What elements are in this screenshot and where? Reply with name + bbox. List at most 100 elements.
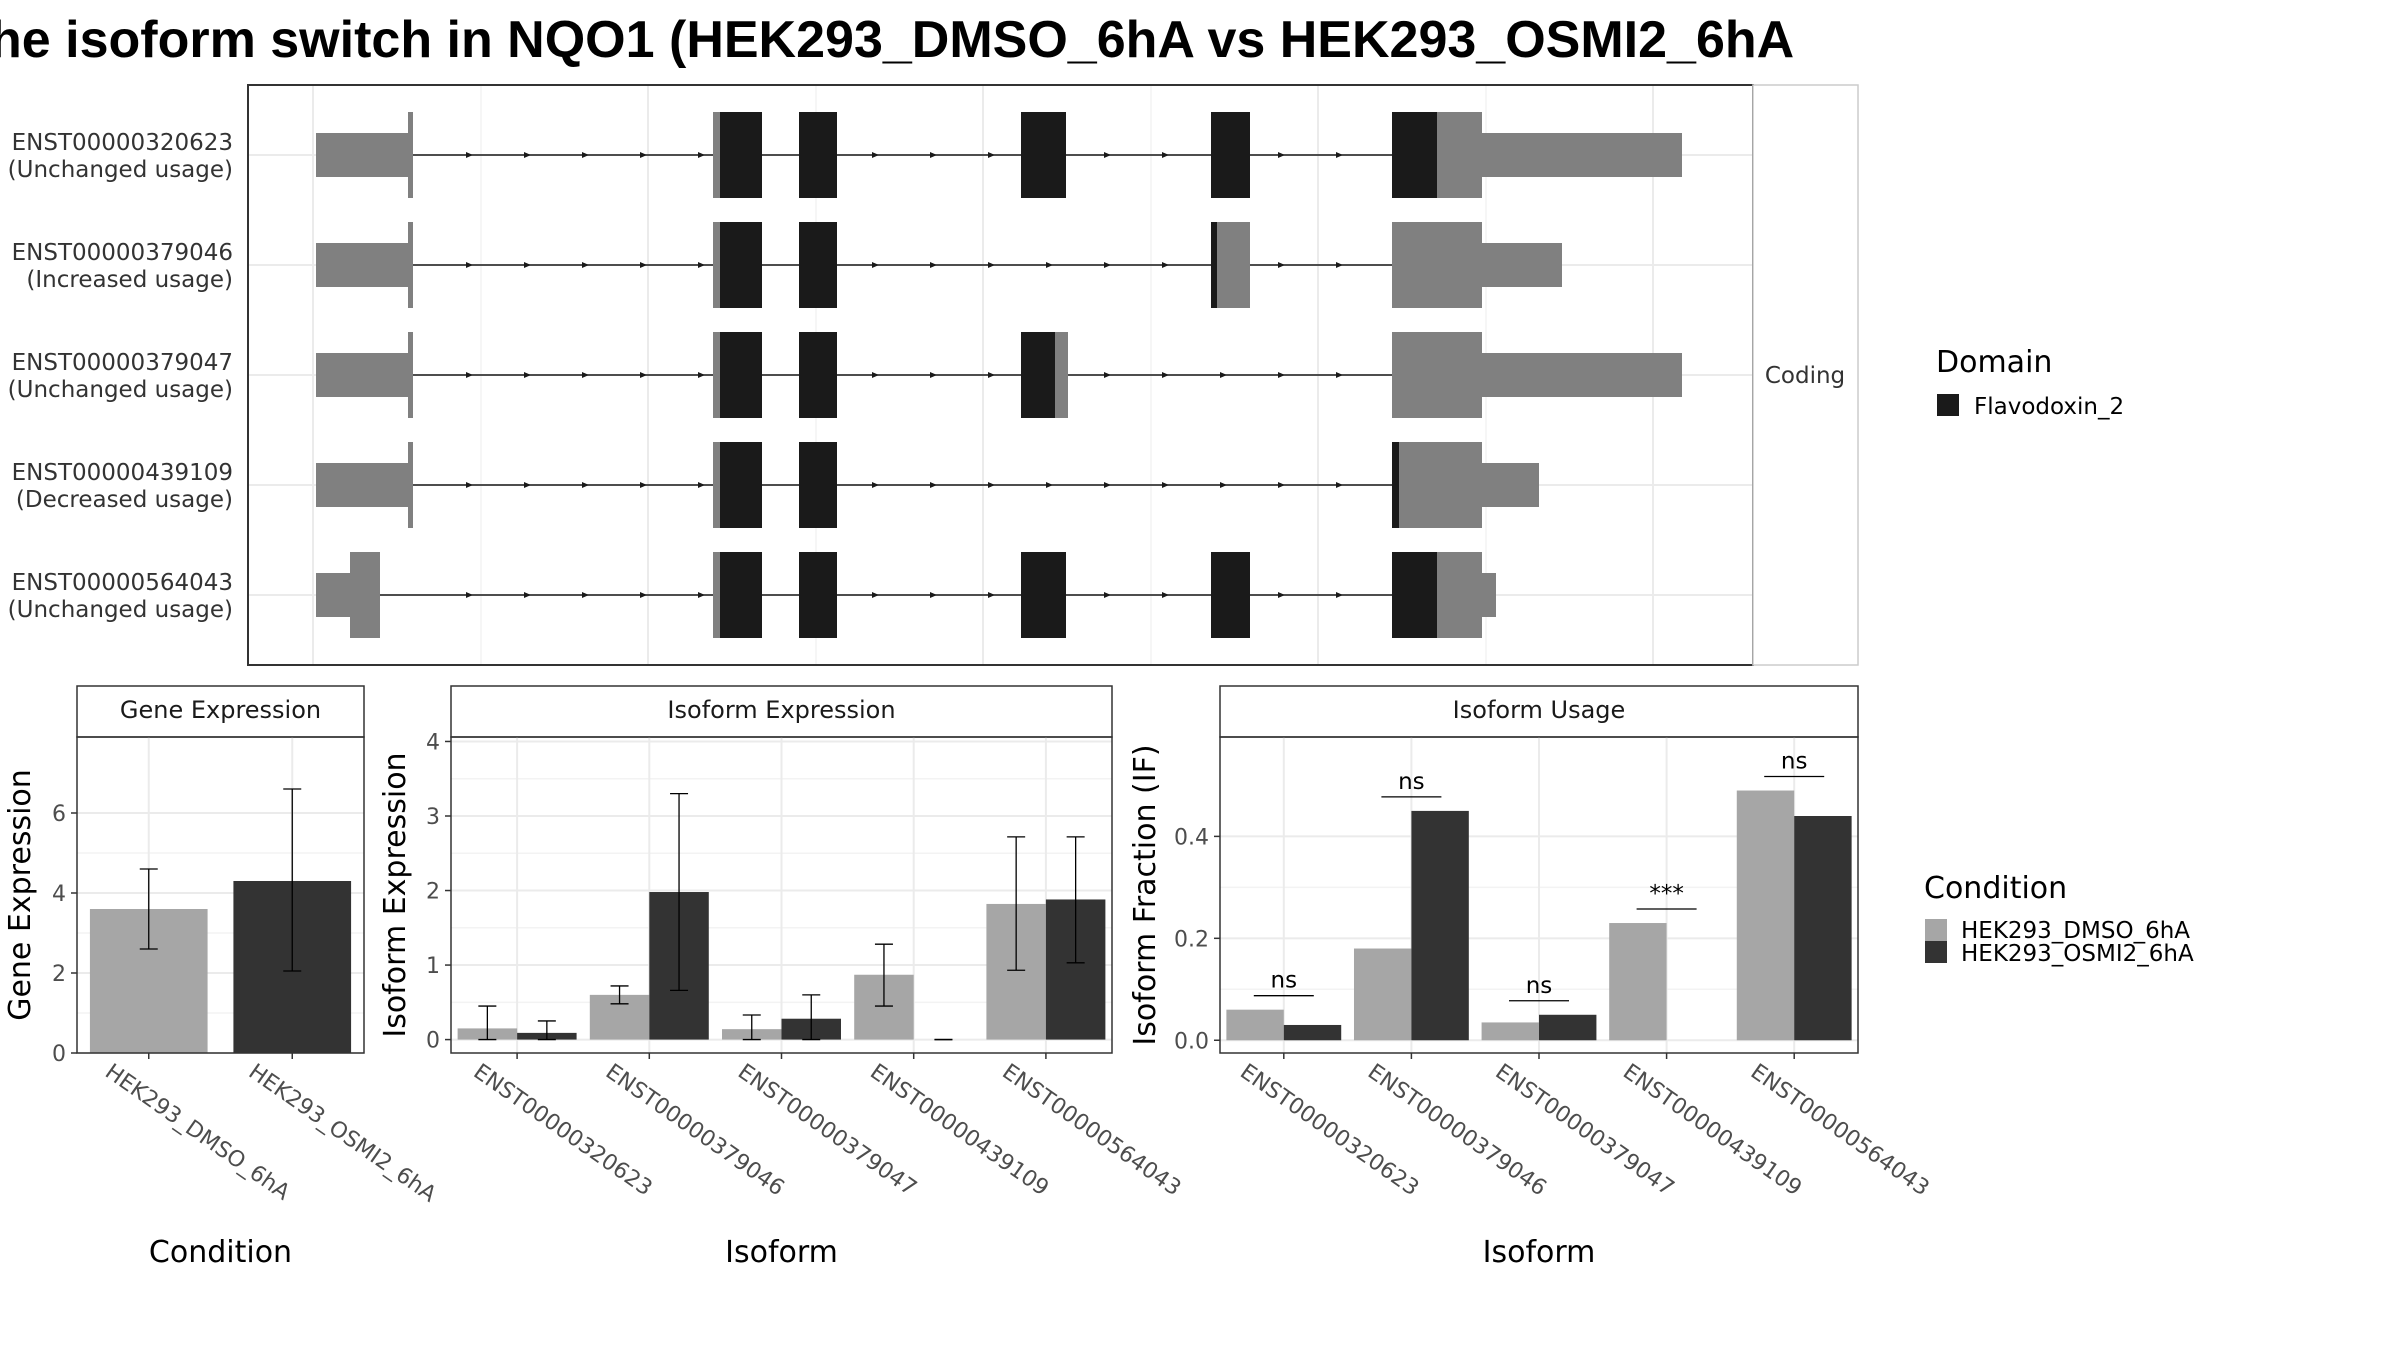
coding-exon [1392, 332, 1482, 418]
intron-direction-arrow [1278, 262, 1285, 268]
track-usage-label: (Unchanged usage) [8, 597, 233, 623]
intron-direction-arrow [1162, 152, 1169, 158]
intron-direction-arrow [582, 262, 589, 268]
intron-direction-arrow [1278, 482, 1285, 488]
intron-direction-arrow [1278, 152, 1285, 158]
intron-direction-arrow [466, 372, 473, 378]
utr-exon [1482, 463, 1539, 507]
isoform-usage-panel: Isoform Usagensnsns***ns0.00.20.4ENST000… [1128, 685, 1934, 1270]
coding-facet-strip [1752, 84, 1859, 666]
intron-direction-arrow [1104, 152, 1111, 158]
condition-legend-title: Condition [1924, 871, 2067, 906]
figure-title: he isoform switch in NQO1 (HEK293_DMSO_6… [0, 11, 1794, 69]
intron-direction-arrow [1278, 592, 1285, 598]
intron-direction-arrow [872, 262, 879, 268]
condition-legend-key-osmi2 [1925, 941, 1947, 963]
coding-exon [713, 442, 720, 528]
intron-direction-arrow [872, 372, 879, 378]
exon-boundary [408, 442, 412, 528]
flavodoxin-domain-exon [799, 222, 837, 308]
intron-direction-arrow [640, 592, 647, 598]
exon-boundary [408, 332, 412, 418]
y-axis-title: Gene Expression [3, 769, 38, 1021]
y-tick-label: 6 [52, 802, 66, 827]
panel-strip-title: Gene Expression [120, 696, 321, 724]
y-tick-label: 0.2 [1174, 927, 1209, 952]
y-tick-label: 4 [426, 730, 440, 755]
intron-direction-arrow [1104, 592, 1111, 598]
intron-direction-arrow [988, 262, 995, 268]
intron-direction-arrow [1336, 152, 1343, 158]
intron-direction-arrow [698, 372, 705, 378]
utr-exon [316, 353, 410, 397]
flavodoxin-domain-exon [720, 222, 762, 308]
flavodoxin-domain-exon [799, 332, 837, 418]
intron-direction-arrow [640, 482, 647, 488]
intron-direction-arrow [524, 152, 531, 158]
intron-direction-arrow [988, 592, 995, 598]
flavodoxin-domain-exon [1021, 552, 1066, 638]
intron-direction-arrow [582, 482, 589, 488]
intron-direction-arrow [872, 482, 879, 488]
intron-direction-arrow [1336, 592, 1343, 598]
intron-direction-arrow [1162, 262, 1169, 268]
transcript-track-ENST00000564043 [316, 552, 1496, 638]
utr-exon [316, 243, 410, 287]
flavodoxin-domain-exon [799, 112, 837, 198]
intron-direction-arrow [698, 262, 705, 268]
isoform-expression-panel: Isoform Expression01234ENST00000320623EN… [378, 685, 1185, 1270]
track-id-label: ENST00000320623 [12, 130, 233, 156]
intron-direction-arrow [640, 262, 647, 268]
intron-direction-arrow [1162, 482, 1169, 488]
condition-legend-label-dmso: HEK293_DMSO_6hA [1961, 918, 2190, 944]
intron-direction-arrow [930, 482, 937, 488]
track-usage-label: (Unchanged usage) [8, 157, 233, 183]
y-tick-label: 2 [426, 880, 440, 905]
gene-expression-panel: Gene Expression0246HEK293_DMSO_6hAHEK293… [3, 685, 440, 1270]
intron-direction-arrow [524, 262, 531, 268]
coding-exon [1217, 222, 1250, 308]
track-id-label: ENST00000564043 [12, 570, 233, 596]
intron-direction-arrow [640, 152, 647, 158]
condition-legend: Condition HEK293_DMSO_6hA HEK293_OSMI2_6… [1924, 871, 2194, 967]
intron-direction-arrow [1104, 482, 1111, 488]
coding-exon [713, 332, 720, 418]
panel-strip [1219, 685, 1859, 738]
flavodoxin-domain-exon [1021, 332, 1055, 418]
x-axis-title: Isoform [725, 1235, 838, 1270]
flavodoxin-domain-exon [1392, 112, 1437, 198]
intron-direction-arrow [1104, 262, 1111, 268]
track-id-label: ENST00000379047 [12, 350, 233, 376]
panel-strip-title: Isoform Usage [1453, 696, 1626, 724]
intron-direction-arrow [524, 592, 531, 598]
utr-exon [1482, 353, 1682, 397]
utr-exon [1482, 133, 1682, 177]
intron-direction-arrow [698, 482, 705, 488]
intron-direction-arrow [524, 372, 531, 378]
significance-label: ns [1271, 968, 1298, 994]
flavodoxin-domain-exon [799, 552, 837, 638]
intron-direction-arrow [988, 372, 995, 378]
significance-label: ns [1526, 973, 1553, 999]
intron-direction-arrow [698, 592, 705, 598]
utr-exon [1482, 243, 1562, 287]
flavodoxin-domain-exon [1021, 112, 1066, 198]
transcript-track-ENST00000379047 [316, 332, 1682, 418]
flavodoxin-domain-exon [1211, 222, 1217, 308]
y-tick-label: 4 [52, 882, 66, 907]
transcript-structure-panel: ENST00000320623(Unchanged usage)ENST0000… [8, 84, 1859, 666]
structure-tracks [316, 112, 1682, 638]
intron-direction-arrow [698, 152, 705, 158]
intron-direction-arrow [988, 152, 995, 158]
intron-direction-arrow [1220, 372, 1227, 378]
utr-exon [316, 573, 350, 617]
coding-exon [713, 552, 720, 638]
y-tick-label: 0 [52, 1042, 66, 1067]
flavodoxin-domain-exon [720, 332, 762, 418]
utr-exon [1482, 573, 1496, 617]
plot-border [76, 736, 365, 1054]
intron-direction-arrow [466, 592, 473, 598]
significance-label: ns [1781, 749, 1808, 775]
bar-ENST00000379046-1 [1411, 810, 1469, 1041]
intron-direction-arrow [1336, 262, 1343, 268]
